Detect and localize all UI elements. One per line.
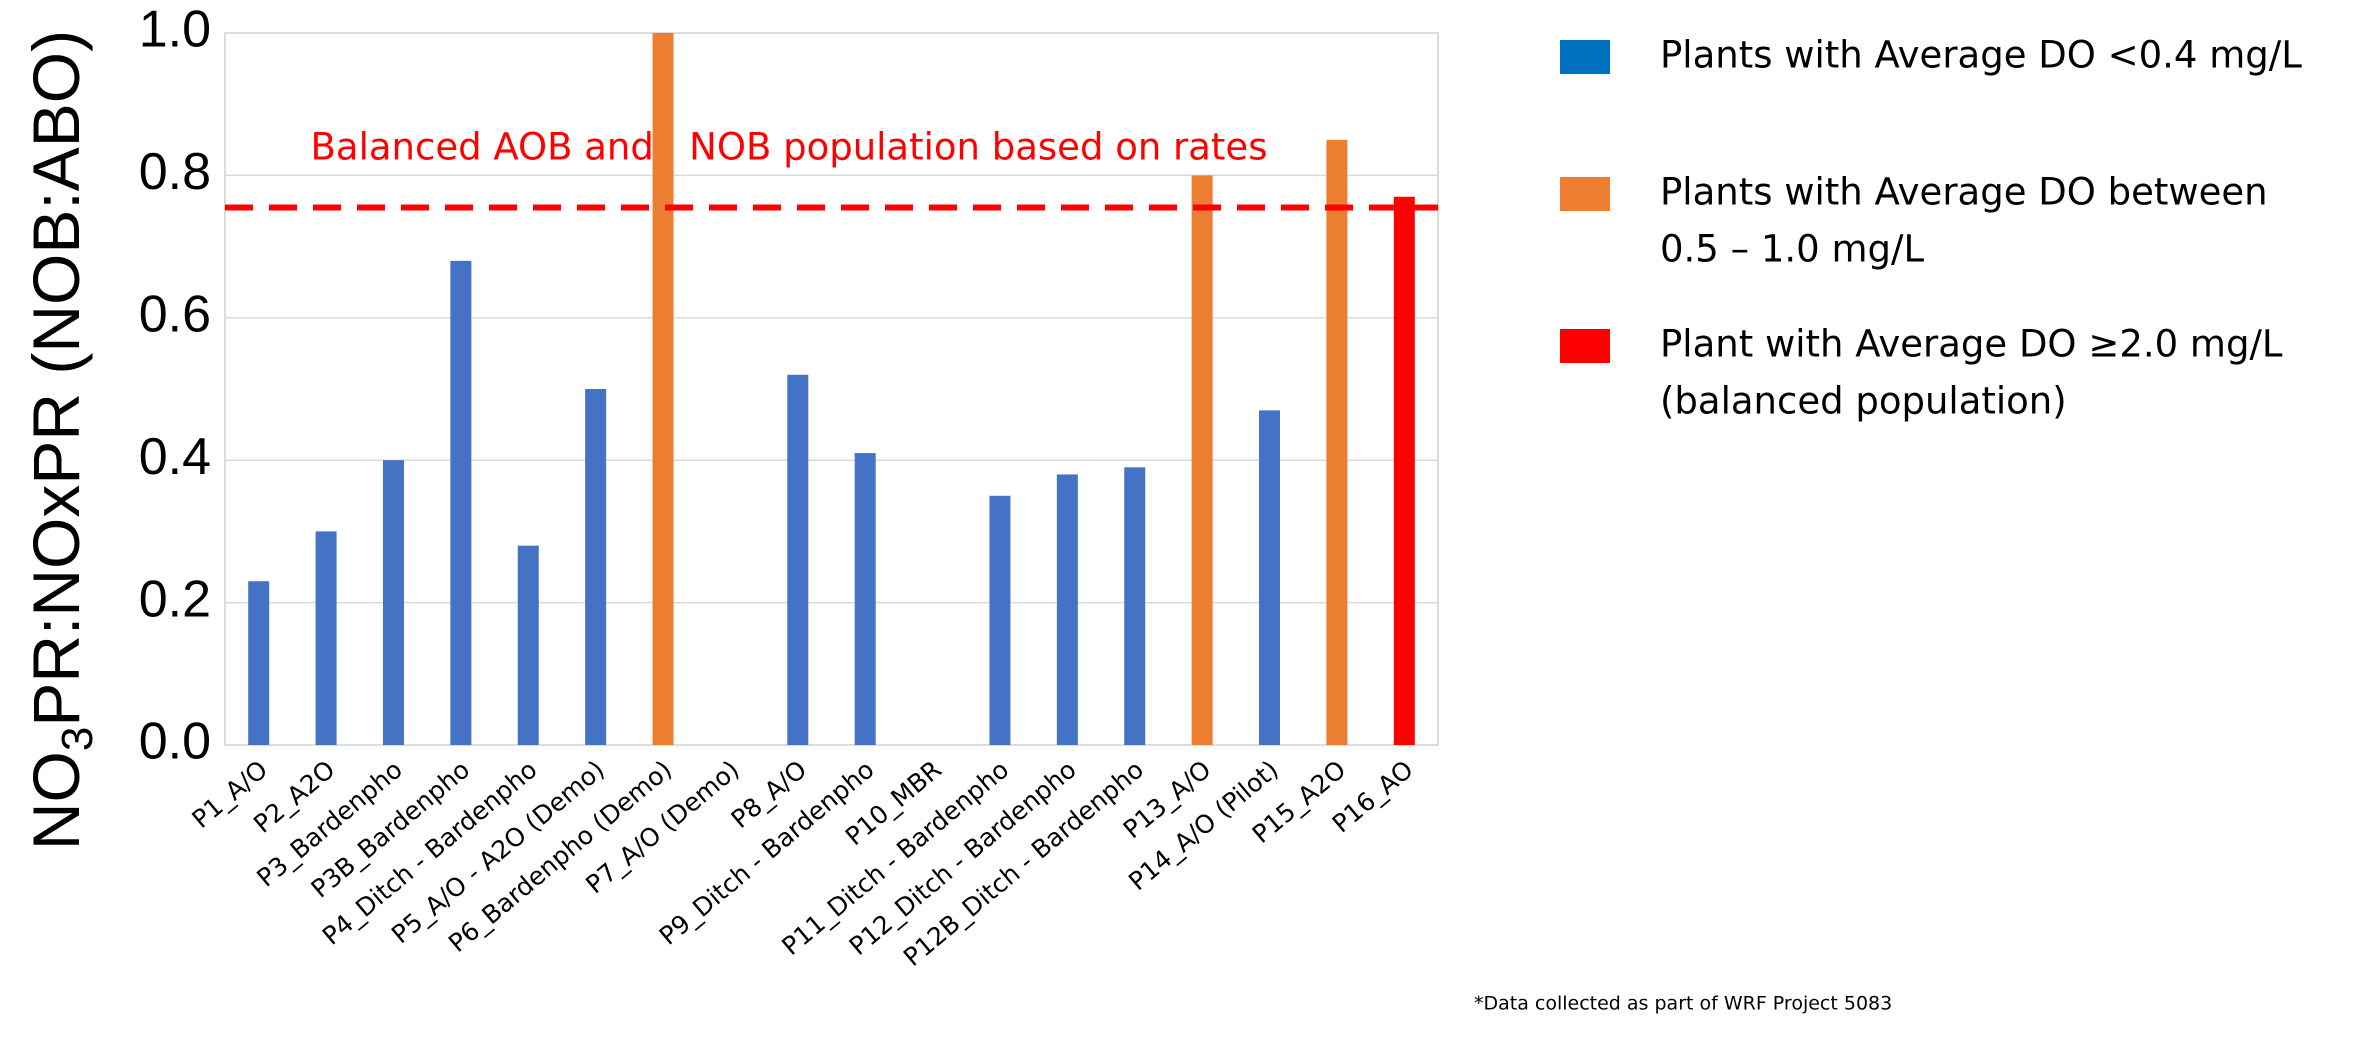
bar <box>315 531 337 745</box>
bar <box>248 581 270 745</box>
legend-swatch <box>1560 329 1610 363</box>
footnote: *Data collected as part of WRF Project 5… <box>1474 993 1892 1015</box>
bar <box>1191 175 1213 745</box>
bar <box>450 260 472 745</box>
bar <box>1259 410 1281 745</box>
y-axis-label-part: NO <box>19 751 93 850</box>
bar <box>787 374 809 745</box>
legend-label: (balanced population) <box>1660 380 2067 423</box>
legend-label: Plant with Average DO ≥2.0 mg/L <box>1660 323 2283 366</box>
y-axis-label-part: 3 <box>53 727 102 751</box>
legend-label: 0.5 – 1.0 mg/L <box>1660 228 1924 271</box>
y-tick-label: 0.6 <box>139 286 211 344</box>
bar <box>652 33 674 745</box>
bar <box>854 453 876 745</box>
y-tick-label: 0.4 <box>139 428 211 486</box>
legend-label: Plants with Average DO between <box>1660 171 2268 214</box>
y-axis-label-part: PR:NOxPR (NOB:ABO) <box>19 30 93 727</box>
bar <box>1056 474 1078 745</box>
y-tick-label: 1.0 <box>139 1 211 59</box>
bar <box>1326 139 1348 746</box>
y-tick-label: 0.8 <box>139 143 211 201</box>
bar <box>989 495 1011 745</box>
legend-swatch <box>1560 177 1610 211</box>
y-axis-label: NO3PR:NOxPR (NOB:ABO) <box>19 30 101 850</box>
legend-swatch <box>1560 40 1610 74</box>
bar <box>517 545 539 745</box>
y-tick-label: 0.2 <box>139 570 211 628</box>
bar <box>585 389 607 745</box>
reference-label: Balanced AOB and NOB population based on… <box>311 126 1268 169</box>
bar <box>1124 467 1146 745</box>
y-tick-label: 0.0 <box>139 713 211 771</box>
bar <box>382 460 404 745</box>
legend-label: Plants with Average DO <0.4 mg/L <box>1660 34 2302 77</box>
bar <box>1393 196 1415 745</box>
